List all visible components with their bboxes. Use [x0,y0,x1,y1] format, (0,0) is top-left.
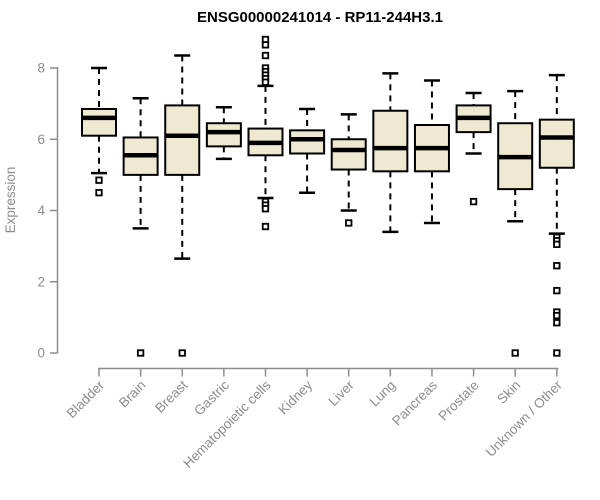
outlier-point [469,197,478,206]
x-tick-label: Skin [494,378,523,407]
outlier-point [553,240,561,248]
box-hematopoietic-cells [247,35,284,231]
box-lung [372,72,409,234]
iqr-box [538,118,575,169]
x-tick-label: Unknown / Other [483,377,566,460]
box-kidney [289,107,326,194]
box-pancreas [413,79,450,225]
outlier-point [261,41,270,49]
outlier-point [178,349,186,357]
outlier-point [553,349,561,357]
y-tick-label: 0 [37,346,45,361]
chart-title: ENSG00000241014 - RP11-244H3.1 [197,9,443,26]
outlier-point [553,311,561,320]
box-breast [164,54,201,357]
outlier-point [553,262,561,270]
iqr-box [205,122,242,148]
y-axis-title: Expression [3,167,18,234]
iqr-box [81,107,117,137]
box-bladder [81,66,117,197]
x-tick-label: Lung [367,378,399,410]
y-tick-label: 2 [37,274,45,289]
x-tick-label: Brain [116,378,149,411]
box-liver [330,113,367,227]
y-tick-label: 4 [37,203,45,218]
iqr-box [164,104,201,176]
x-tick-label: Breast [152,377,190,415]
box-brain [122,97,159,357]
outlier-point [511,349,519,357]
outlier-point [261,205,270,213]
outlier-point [261,51,270,60]
outlier-point [553,287,561,295]
y-tick-label: 6 [37,132,45,147]
outlier-point [261,222,270,231]
outlier-point [136,349,145,357]
box-gastric [205,105,242,161]
outlier-point [261,78,270,86]
x-tick-label: Kidney [275,377,315,417]
outlier-point [553,319,561,327]
boxplot-series [81,35,575,357]
outlier-point [95,189,103,197]
x-tick-label: Gastric [191,377,232,418]
box-skin [497,89,534,357]
outlier-point [95,176,103,184]
outlier-point [345,219,353,227]
x-tick-label: Bladder [64,377,108,421]
x-tick-label: Pancreas [389,377,440,428]
x-tick-label: Prostate [436,378,482,424]
iqr-box [330,138,367,171]
box-prostate [455,91,492,206]
x-tick-label: Liver [326,377,358,409]
box-unknown-other [538,73,575,357]
iqr-box [372,109,409,173]
y-tick-label: 8 [37,61,45,76]
iqr-box [289,129,326,155]
